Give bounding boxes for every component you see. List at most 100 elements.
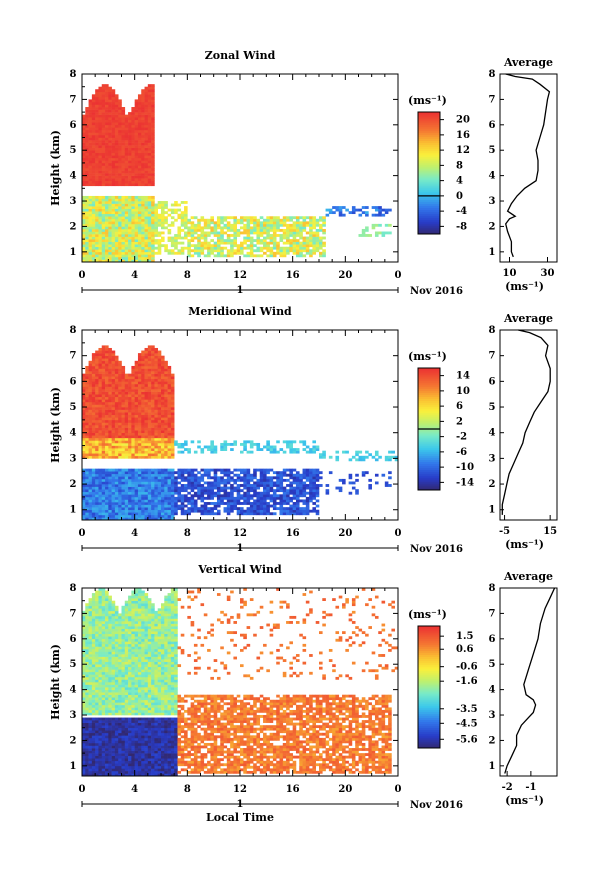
heatmap-cell bbox=[197, 241, 201, 245]
heatmap-cell bbox=[131, 502, 135, 505]
heatmap-cell bbox=[286, 249, 290, 253]
heatmap-cell bbox=[85, 107, 89, 110]
heatmap-cell bbox=[108, 394, 112, 398]
heatmap-cell bbox=[141, 473, 145, 477]
heatmap-cell bbox=[108, 216, 112, 220]
heatmap-cell bbox=[105, 132, 109, 136]
colorbar-band bbox=[418, 166, 440, 170]
heatmap-cell bbox=[355, 489, 359, 493]
heatmap-cell bbox=[144, 117, 149, 121]
heatmap-cell bbox=[210, 442, 214, 446]
heatmap-cell bbox=[121, 223, 126, 227]
heatmap-cell bbox=[200, 496, 205, 500]
heatmap-cell bbox=[118, 175, 122, 179]
heatmap-cell bbox=[128, 376, 132, 380]
heatmap-cell bbox=[180, 223, 185, 227]
heatmap-cell bbox=[88, 241, 93, 245]
heatmap-cell bbox=[91, 246, 96, 250]
heatmap-cell bbox=[108, 101, 112, 105]
heatmap-cell bbox=[108, 378, 112, 382]
heatmap-cell bbox=[131, 417, 135, 421]
heatmap-cell bbox=[272, 448, 277, 451]
heatmap-cell bbox=[200, 476, 205, 480]
heatmap-cell bbox=[190, 249, 195, 253]
heatmap-cell bbox=[249, 251, 254, 255]
heatmap-cell bbox=[141, 437, 145, 441]
heatmap-cell bbox=[282, 221, 287, 225]
heatmap-cell bbox=[256, 481, 261, 485]
heatmap-cell bbox=[108, 435, 112, 439]
heatmap-cell bbox=[200, 246, 205, 250]
heatmap-cell bbox=[82, 412, 86, 416]
heatmap-cell bbox=[134, 491, 139, 495]
heatmap-cell bbox=[137, 256, 142, 260]
heatmap-cell bbox=[88, 373, 93, 377]
heatmap-cell bbox=[105, 119, 109, 123]
heatmap-cell bbox=[141, 376, 145, 380]
heatmap-cell bbox=[249, 226, 254, 230]
heatmap-cell bbox=[151, 259, 155, 263]
heatmap-cell bbox=[134, 134, 139, 138]
heatmap-cell bbox=[157, 376, 162, 380]
colorbar-tick-label: 0 bbox=[456, 191, 463, 202]
heatmap-cell bbox=[154, 512, 159, 516]
heatmap-cell bbox=[246, 491, 251, 495]
heatmap-cell bbox=[82, 246, 86, 250]
heatmap-cell bbox=[157, 471, 162, 475]
heatmap-cell bbox=[124, 198, 129, 202]
profile-y-tick-label: 8 bbox=[489, 69, 496, 80]
heatmap-cell bbox=[82, 765, 86, 769]
heatmap-cell bbox=[216, 494, 221, 498]
heatmap-cell bbox=[118, 178, 122, 181]
colorbar-band bbox=[418, 426, 440, 430]
heatmap-cell bbox=[82, 391, 86, 395]
heatmap-cell bbox=[128, 251, 132, 255]
heatmap-cell bbox=[118, 218, 122, 222]
heatmap-cell bbox=[88, 114, 93, 118]
heatmap-cell bbox=[210, 468, 214, 472]
heatmap-cell bbox=[309, 236, 313, 240]
heatmap-cell bbox=[223, 223, 228, 227]
heatmap-cell bbox=[295, 228, 300, 232]
heatmap-cell bbox=[108, 124, 112, 128]
heatmap-cell bbox=[88, 489, 93, 493]
heatmap-cell bbox=[141, 122, 145, 126]
heatmap-cell bbox=[85, 198, 89, 202]
heatmap-cell bbox=[101, 201, 106, 204]
heatmap-cell bbox=[85, 160, 89, 164]
heatmap-cell bbox=[236, 476, 241, 480]
heatmap-cell bbox=[348, 458, 353, 462]
heatmap-cell bbox=[137, 198, 142, 202]
heatmap-cell bbox=[157, 363, 162, 367]
heatmap-cell bbox=[322, 249, 326, 253]
heatmap-cell bbox=[111, 155, 116, 159]
heatmap-cell bbox=[88, 378, 93, 382]
heatmap-cell bbox=[95, 142, 99, 146]
profile-x-label: (ms⁻¹) bbox=[505, 538, 544, 551]
colorbar-band bbox=[418, 181, 440, 184]
heatmap-cell bbox=[246, 221, 251, 225]
heatmap-cell bbox=[114, 435, 119, 439]
heatmap-cell bbox=[98, 389, 103, 392]
colorbar-band bbox=[418, 471, 440, 475]
heatmap-cell bbox=[184, 223, 188, 227]
heatmap-cell bbox=[118, 249, 122, 253]
heatmap-cell bbox=[124, 244, 129, 248]
panel-title: Meridional Wind bbox=[188, 305, 292, 318]
heatmap-cell bbox=[253, 239, 257, 242]
heatmap-cell bbox=[230, 241, 234, 245]
heatmap-cell bbox=[243, 228, 247, 232]
heatmap-cell bbox=[111, 89, 116, 93]
heatmap-cell bbox=[111, 448, 116, 451]
heatmap-cell bbox=[134, 137, 139, 141]
heatmap-cell bbox=[141, 107, 145, 110]
heatmap-cell bbox=[105, 259, 109, 263]
heatmap-cell bbox=[131, 124, 135, 128]
heatmap-cell bbox=[82, 491, 86, 495]
heatmap-cell bbox=[157, 468, 162, 472]
heatmap-cell bbox=[147, 208, 152, 212]
heatmap-cell bbox=[124, 114, 129, 118]
heatmap-cell bbox=[91, 514, 96, 518]
heatmap-cell bbox=[197, 445, 201, 449]
heatmap-cell bbox=[309, 468, 313, 472]
